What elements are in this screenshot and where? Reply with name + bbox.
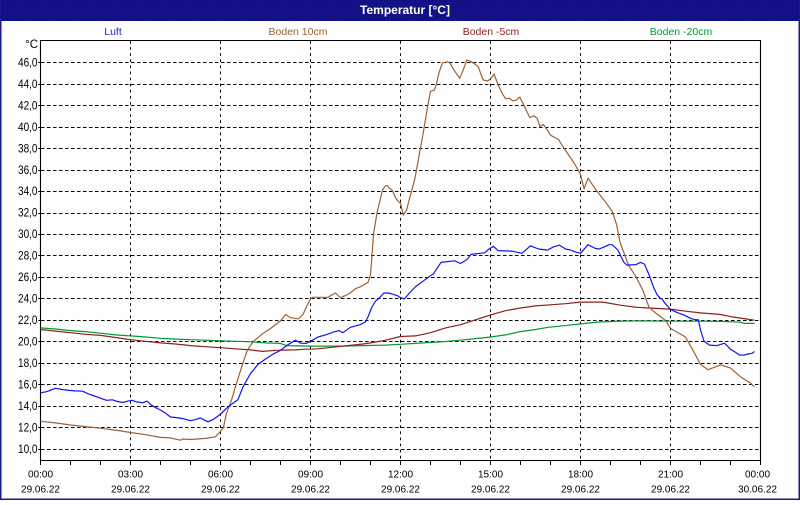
svg-text:°C: °C bbox=[25, 39, 38, 51]
svg-text:14,0: 14,0 bbox=[18, 399, 38, 413]
svg-text:32,0: 32,0 bbox=[18, 206, 38, 220]
svg-text:18,0: 18,0 bbox=[18, 356, 38, 370]
svg-text:46,0: 46,0 bbox=[18, 56, 38, 70]
svg-text:34,0: 34,0 bbox=[18, 184, 38, 198]
svg-text:15:00: 15:00 bbox=[478, 469, 503, 480]
svg-text:Luft: Luft bbox=[104, 26, 122, 38]
svg-text:06:00: 06:00 bbox=[208, 469, 233, 480]
svg-text:Boden -20cm: Boden -20cm bbox=[650, 26, 713, 38]
svg-text:12,0: 12,0 bbox=[18, 420, 38, 434]
svg-text:40,0: 40,0 bbox=[18, 120, 38, 134]
svg-text:24,0: 24,0 bbox=[18, 292, 38, 306]
svg-text:28,0: 28,0 bbox=[18, 249, 38, 263]
svg-text:29.06.22: 29.06.22 bbox=[381, 485, 420, 496]
svg-text:44,0: 44,0 bbox=[18, 77, 38, 91]
svg-text:Temperatur [°C]: Temperatur [°C] bbox=[360, 3, 450, 17]
svg-text:00:00: 00:00 bbox=[745, 469, 770, 480]
svg-text:18:00: 18:00 bbox=[568, 469, 593, 480]
svg-text:29.06.22: 29.06.22 bbox=[21, 485, 60, 496]
svg-text:20,0: 20,0 bbox=[18, 335, 38, 349]
svg-text:Boden 10cm: Boden 10cm bbox=[269, 26, 328, 38]
svg-text:29.06.22: 29.06.22 bbox=[561, 485, 600, 496]
svg-text:22,0: 22,0 bbox=[18, 313, 38, 327]
svg-text:29.06.22: 29.06.22 bbox=[291, 485, 330, 496]
svg-text:29.06.22: 29.06.22 bbox=[201, 485, 240, 496]
svg-text:09:00: 09:00 bbox=[298, 469, 323, 480]
svg-text:30.06.22: 30.06.22 bbox=[738, 485, 777, 496]
svg-text:16,0: 16,0 bbox=[18, 377, 38, 391]
svg-text:03:00: 03:00 bbox=[118, 469, 143, 480]
svg-text:00:00: 00:00 bbox=[28, 469, 53, 480]
svg-text:30,0: 30,0 bbox=[18, 227, 38, 241]
svg-text:26,0: 26,0 bbox=[18, 270, 38, 284]
svg-text:12:00: 12:00 bbox=[388, 469, 413, 480]
svg-text:10,0: 10,0 bbox=[18, 442, 38, 456]
svg-text:21:00: 21:00 bbox=[658, 469, 683, 480]
svg-text:29.06.22: 29.06.22 bbox=[651, 485, 690, 496]
svg-text:38,0: 38,0 bbox=[18, 141, 38, 155]
svg-text:29.06.22: 29.06.22 bbox=[471, 485, 510, 496]
svg-text:Boden -5cm: Boden -5cm bbox=[463, 26, 520, 38]
svg-text:29.06.22: 29.06.22 bbox=[111, 485, 150, 496]
svg-text:36,0: 36,0 bbox=[18, 163, 38, 177]
svg-text:42,0: 42,0 bbox=[18, 98, 38, 112]
